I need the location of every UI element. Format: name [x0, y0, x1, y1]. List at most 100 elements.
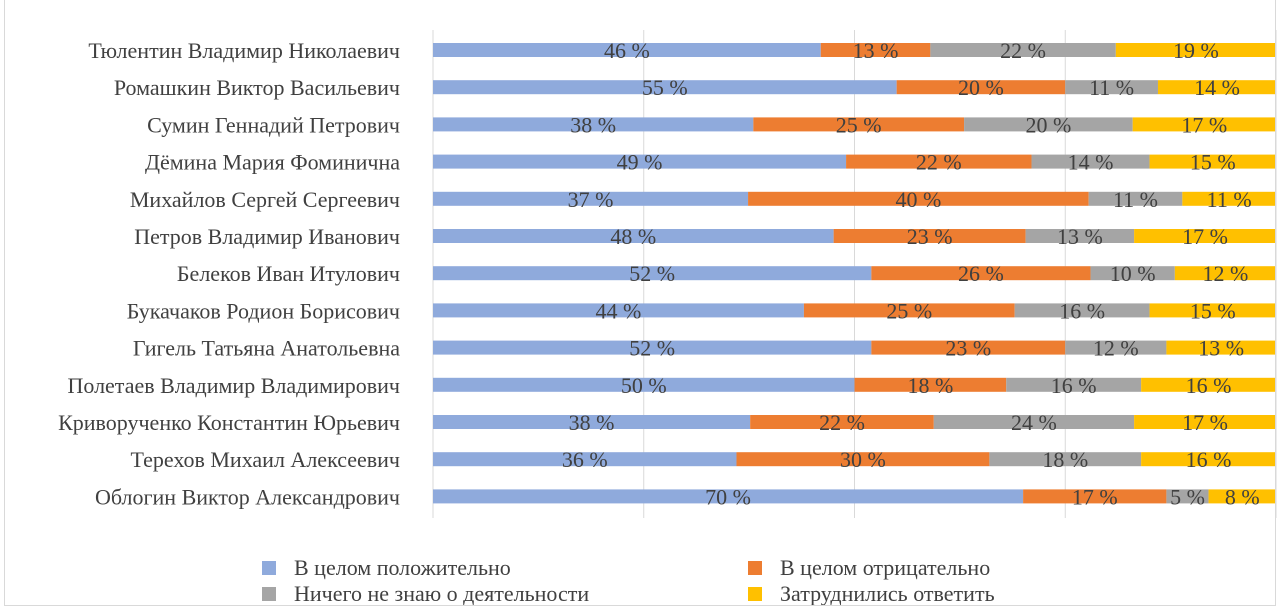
- bar-segment: [736, 452, 990, 467]
- bar-segment: [1025, 229, 1135, 243]
- data-label: 18 %: [1042, 447, 1088, 472]
- category-label: Михайлов Сергей Сергеевич: [130, 187, 400, 212]
- bar-segment: [1090, 266, 1175, 281]
- bar-segment: [833, 229, 1026, 243]
- legend-swatch-negative: [748, 561, 762, 575]
- category-label: Букачаков Родион Борисович: [127, 298, 400, 323]
- data-label: 24 %: [1011, 410, 1057, 435]
- data-label: 40 %: [895, 187, 941, 212]
- bar-segment: [1182, 191, 1276, 206]
- bar-segment: [896, 80, 1066, 95]
- legend-swatch-positive: [262, 561, 276, 575]
- category-label: Ромашкин Виктор Васильевич: [114, 75, 400, 100]
- data-label: 22 %: [916, 150, 962, 175]
- bar-segment: [1065, 340, 1167, 355]
- bar-segment: [1149, 303, 1276, 318]
- data-label: 25 %: [836, 112, 882, 137]
- bar-segment: [433, 266, 872, 281]
- bar-segment: [1157, 80, 1276, 95]
- bar-segment: [433, 117, 754, 132]
- bar-segment: [433, 489, 1024, 504]
- data-label: 20 %: [1025, 112, 1071, 137]
- bar-segment: [750, 415, 934, 429]
- bar-segment: [1088, 191, 1183, 206]
- bar-segment: [1149, 154, 1276, 169]
- bar-segment: [753, 117, 965, 132]
- bar-segment: [433, 452, 737, 467]
- legend-swatch-undecided: [748, 587, 762, 601]
- data-label: 8 %: [1225, 484, 1260, 509]
- legend-item-positive: В целом положительно: [262, 555, 511, 581]
- legend: В целом положительно В целом отрицательн…: [262, 553, 1162, 607]
- bar-segment: [854, 377, 1007, 392]
- legend-swatch-unknown: [262, 587, 276, 601]
- bar-segment: [1141, 452, 1276, 467]
- data-label: 16 %: [1059, 298, 1105, 323]
- legend-item-undecided: Затруднились ответить: [748, 581, 995, 607]
- bar-segment: [748, 191, 1089, 206]
- bar-segment: [820, 43, 931, 57]
- category-label: Дёмина Мария Фоминична: [145, 150, 400, 175]
- legend-label-positive: В целом положительно: [294, 555, 511, 580]
- bar-segment: [433, 377, 855, 392]
- bar-segment: [1132, 117, 1276, 132]
- bar-segment: [1031, 154, 1150, 169]
- data-label: 5 %: [1170, 484, 1205, 509]
- data-label: 22 %: [819, 410, 865, 435]
- data-label: 19 %: [1173, 38, 1219, 63]
- data-label: 48 %: [610, 224, 656, 249]
- bar-segment: [846, 154, 1032, 169]
- bar-segment: [1134, 229, 1276, 243]
- data-label: 11 %: [1089, 75, 1134, 100]
- data-label: 15 %: [1190, 150, 1236, 175]
- data-label: 46 %: [604, 38, 650, 63]
- data-label: 23 %: [907, 224, 953, 249]
- data-label: 16 %: [1186, 373, 1232, 398]
- data-label: 12 %: [1093, 336, 1139, 361]
- bar-segment: [989, 452, 1142, 467]
- bar-segment: [433, 154, 847, 169]
- bar-segment: [433, 229, 834, 243]
- data-label: 12 %: [1203, 261, 1249, 286]
- data-label: 22 %: [1000, 38, 1046, 63]
- bars: [433, 43, 1276, 504]
- bar-segment: [1065, 80, 1158, 95]
- data-label: 25 %: [886, 298, 932, 323]
- data-label: 30 %: [840, 447, 886, 472]
- legend-item-unknown: Ничего не знаю о деятельности: [262, 581, 589, 607]
- bar-segment: [1166, 340, 1276, 355]
- category-label: Петров Владимир Иванович: [134, 224, 400, 249]
- category-label: Облогин Виктор Александрович: [95, 484, 400, 509]
- data-label: 20 %: [958, 75, 1004, 100]
- data-label: 23 %: [945, 336, 991, 361]
- bar-segment: [433, 415, 751, 429]
- data-label: 11 %: [1207, 187, 1252, 212]
- data-label: 13 %: [1198, 336, 1244, 361]
- data-label: 49 %: [617, 150, 663, 175]
- data-label: 17 %: [1072, 484, 1118, 509]
- data-label: 18 %: [907, 373, 953, 398]
- data-labels: 46 % 13 % 22 % 19 % 55 % 20 % 11 % 14 % 38 % 25 %…: [562, 38, 1260, 509]
- bar-segment: [433, 303, 804, 318]
- bar-segment: [433, 43, 821, 57]
- data-label: 11 %: [1113, 187, 1158, 212]
- legend-label-undecided: Затруднились ответить: [780, 581, 995, 606]
- category-label: Полетаев Владимир Владимирович: [67, 373, 400, 398]
- category-label: Гигель Татьяна Анатольевна: [133, 336, 400, 361]
- bar-segment: [1014, 303, 1150, 318]
- data-label: 36 %: [562, 447, 608, 472]
- data-label: 14 %: [1194, 75, 1240, 100]
- bar-segment: [933, 415, 1135, 429]
- data-label: 26 %: [958, 261, 1004, 286]
- data-label: 16 %: [1186, 447, 1232, 472]
- bar-segment: [433, 80, 897, 95]
- data-label: 13 %: [853, 38, 899, 63]
- category-label: Тюлентин Владимир Николаевич: [88, 38, 400, 63]
- category-label: Криворученко Константин Юрьевич: [58, 410, 400, 435]
- data-label: 14 %: [1068, 150, 1114, 175]
- data-label: 17 %: [1181, 112, 1227, 137]
- bar-segment: [1166, 489, 1209, 504]
- data-label: 52 %: [629, 261, 675, 286]
- data-label: 38 %: [570, 112, 616, 137]
